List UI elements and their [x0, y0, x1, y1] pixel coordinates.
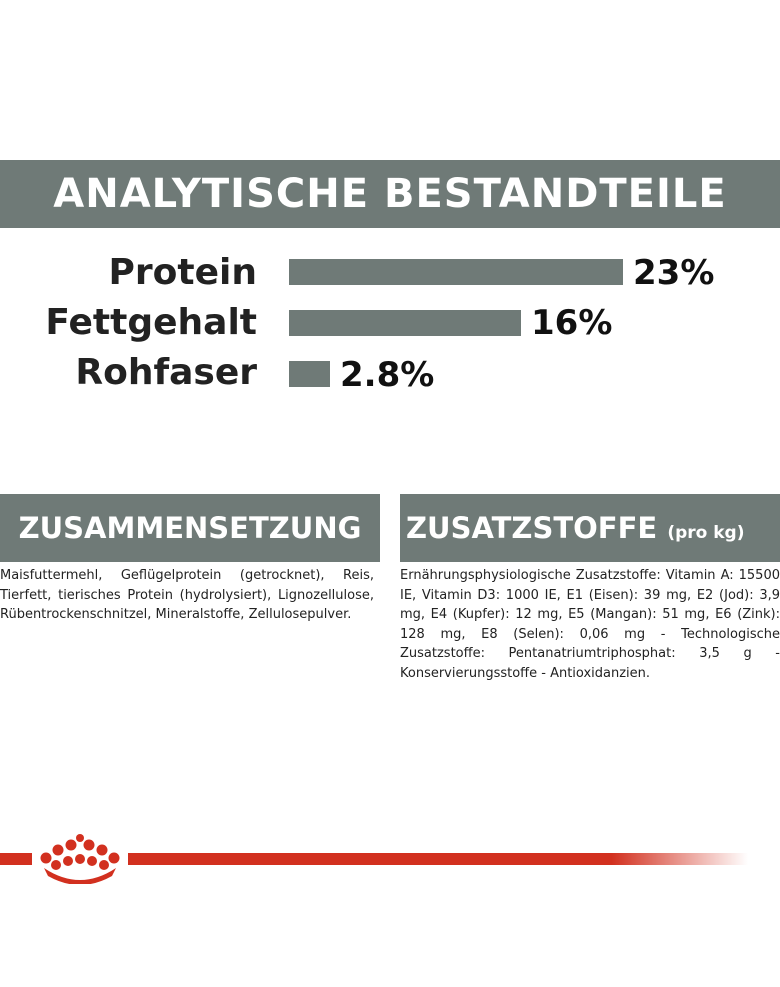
- analytics-value-fiber: 2.8%: [340, 355, 435, 395]
- additives-title-banner: ZUSATZSTOFFE (pro kg): [400, 494, 780, 562]
- analytics-title: ANALYTISCHE BESTANDTEILE: [53, 171, 727, 217]
- analytics-bar-fat: [289, 310, 521, 336]
- analytics-value-fat: 16%: [531, 303, 613, 343]
- composition-title-banner: ZUSAMMENSETZUNG: [0, 494, 380, 562]
- additives-title: ZUSATZSTOFFE: [406, 511, 658, 545]
- additives-title-suffix: (pro kg): [667, 523, 745, 543]
- analytics-value-protein: 23%: [633, 253, 715, 293]
- composition-text: Maisfuttermehl, Geflügelprotein (getrock…: [0, 568, 374, 622]
- analytics-bar-protein: [289, 259, 623, 285]
- analytics-bar-fiber: [289, 361, 330, 387]
- analytics-label-protein: Protein: [108, 252, 257, 293]
- composition-title: ZUSAMMENSETZUNG: [18, 511, 362, 545]
- royal-canin-crown-icon: [40, 834, 120, 884]
- analytics-label-fat: Fettgehalt: [45, 302, 257, 343]
- footer-divider-right: [128, 853, 748, 865]
- additives-text: Ernährungsphysiologische Zusatzstoffe: V…: [400, 568, 780, 681]
- analytics-title-banner: ANALYTISCHE BESTANDTEILE: [0, 160, 780, 228]
- footer-divider-left: [0, 853, 32, 865]
- analytics-label-fiber: Rohfaser: [75, 352, 257, 393]
